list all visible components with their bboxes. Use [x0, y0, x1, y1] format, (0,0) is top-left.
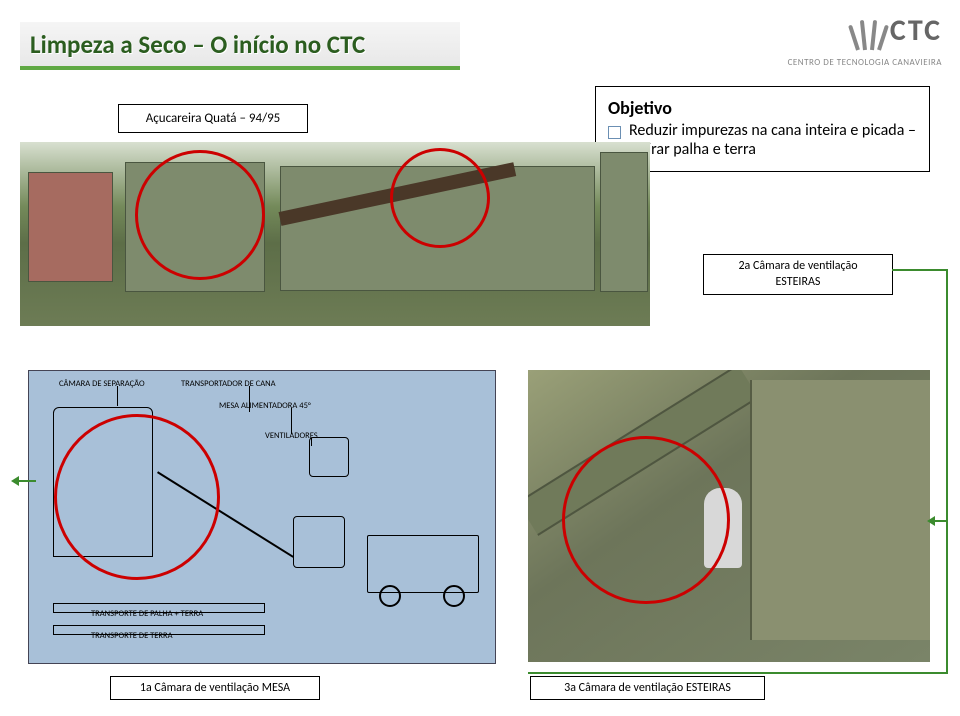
- diag-conveyor-shape: [53, 625, 265, 635]
- label-ventilacao-1: 1a Câmara de ventilação MESA: [110, 676, 320, 700]
- vent3-text-b: ESTEIRAS: [686, 681, 731, 695]
- objective-text: Reduzir impurezas na cana inteira e pica…: [629, 121, 917, 159]
- diag-fan-shape: [293, 516, 345, 568]
- highlight-circle-icon: [562, 436, 730, 604]
- diag-wheel-shape: [443, 585, 465, 607]
- logo-mark: CTC: [852, 10, 942, 50]
- highlight-circle-icon: [135, 150, 265, 280]
- photo-structure: [28, 172, 113, 282]
- photo-structure: [600, 152, 648, 292]
- diag-fan-shape: [309, 437, 349, 477]
- photo-fan-housing: [750, 380, 930, 640]
- logo-area: CTC CENTRO DE TECNOLOGIA CANAVIEIRA: [672, 10, 942, 68]
- logo-leaves-icon: [852, 10, 884, 50]
- highlight-circle-icon: [390, 148, 490, 248]
- diag-label-transportador: TRANSPORTADOR DE CANA: [181, 379, 276, 389]
- slide-title-bar: Limpeza a Seco – O início no CTC: [20, 22, 460, 70]
- leader-line: [311, 438, 312, 446]
- logo-subtitle: CENTRO DE TECNOLOGIA CANAVIEIRA: [672, 57, 942, 68]
- label-acucareira-quata: Açucareira Quatá – 94/95: [118, 104, 308, 133]
- leader-line: [249, 386, 250, 412]
- highlight-circle-icon: [54, 414, 220, 580]
- bullet-square-icon: [608, 126, 621, 139]
- objective-title: Objetivo: [608, 97, 917, 119]
- label-ventilacao-3: 3a Câmara de ventilação ESTEIRAS: [530, 676, 765, 700]
- vent2-line2: ESTEIRAS: [776, 275, 821, 289]
- leader-line: [117, 386, 118, 406]
- diag-label-mesa: MESA ALIMENTADORA 45°: [219, 401, 311, 411]
- vent2-line1: 2a Câmara de ventilação: [738, 259, 857, 273]
- logo-text: CTC: [890, 12, 942, 49]
- label-ventilacao-2: 2a Câmara de ventilação ESTEIRAS: [703, 254, 893, 295]
- connector-line: [528, 672, 948, 674]
- leader-line: [291, 408, 292, 434]
- vent3-text-a: 3a Câmara de ventilação: [564, 681, 683, 695]
- connector-line: [892, 269, 948, 271]
- diag-conveyor-shape: [53, 603, 265, 613]
- diag-wheel-shape: [379, 585, 401, 607]
- photo-plant-top: [20, 142, 650, 326]
- objective-item: Reduzir impurezas na cana inteira e pica…: [608, 121, 917, 159]
- slide-title: Limpeza a Seco – O início no CTC: [30, 29, 365, 60]
- connector-line: [946, 269, 948, 673]
- diag-truck-shape: [367, 535, 479, 593]
- arrow-left-icon: [14, 480, 36, 482]
- arrow-left-icon: [930, 520, 948, 522]
- diag-label-camara: CÂMARA DE SEPARAÇÃO: [59, 379, 145, 389]
